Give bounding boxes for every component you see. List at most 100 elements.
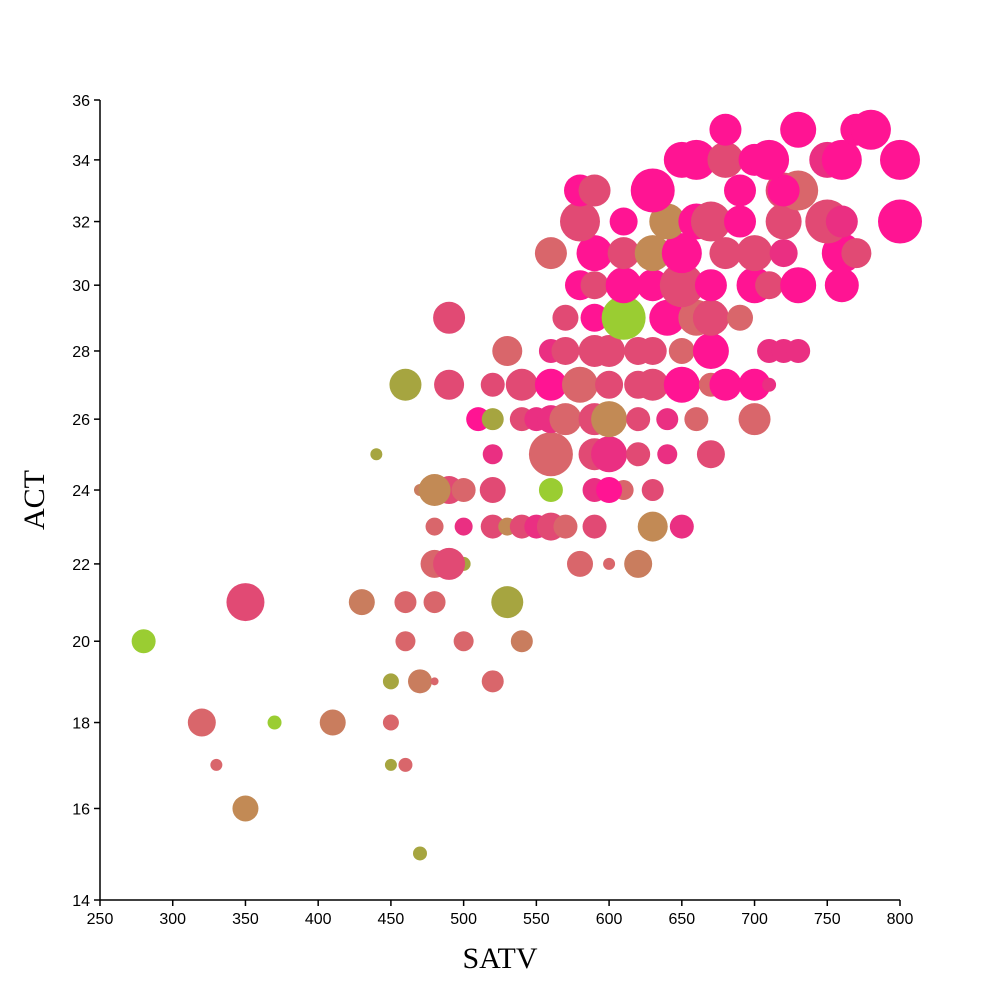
data-point — [762, 377, 777, 392]
x-tick-label: 250 — [87, 911, 114, 928]
data-point — [552, 304, 579, 331]
data-point — [596, 477, 623, 504]
data-point — [609, 207, 638, 236]
data-point — [765, 203, 802, 240]
x-tick-label: 500 — [450, 911, 477, 928]
data-point — [656, 408, 679, 431]
data-point — [425, 517, 444, 536]
data-point — [453, 631, 474, 652]
x-tick-label: 400 — [305, 911, 332, 928]
data-point — [382, 714, 399, 731]
x-tick-label: 300 — [159, 911, 186, 928]
data-point — [423, 591, 446, 614]
y-axis-title: ACT — [18, 470, 51, 530]
data-point — [786, 338, 811, 363]
data-point — [395, 631, 416, 652]
y-tick-label: 18 — [72, 716, 90, 733]
data-point — [657, 444, 678, 465]
data-point — [389, 368, 422, 401]
data-point — [560, 201, 600, 242]
x-tick-label: 650 — [668, 911, 695, 928]
y-tick-label: 30 — [72, 278, 90, 295]
data-point — [267, 715, 282, 730]
data-point — [724, 205, 756, 238]
data-point — [384, 758, 397, 771]
data-point — [880, 139, 920, 180]
data-point — [433, 301, 466, 334]
data-point — [605, 267, 642, 304]
data-point — [841, 238, 872, 269]
data-point — [709, 368, 742, 401]
data-point — [641, 479, 664, 502]
data-point — [684, 407, 709, 432]
data-point — [692, 299, 729, 336]
data-point — [480, 514, 505, 539]
data-point — [690, 201, 731, 242]
data-point — [780, 267, 817, 304]
data-point — [382, 673, 399, 690]
data-point — [482, 444, 503, 465]
data-point — [649, 203, 686, 240]
data-point — [738, 368, 771, 401]
data-point — [626, 407, 651, 432]
data-point — [481, 408, 504, 431]
y-tick-label: 32 — [72, 215, 90, 232]
x-axis-title: SATV — [462, 942, 537, 975]
x-tick-label: 450 — [378, 911, 405, 928]
y-tick-label: 36 — [72, 93, 90, 110]
data-point — [454, 517, 473, 536]
data-point — [591, 436, 628, 473]
data-point — [630, 168, 675, 213]
data-point — [738, 403, 771, 436]
data-point — [580, 271, 609, 300]
data-point — [694, 269, 727, 302]
axes: 250 300 350 400 450 500 550 600 650 700 750 800 141… — [72, 93, 913, 928]
data-point — [505, 368, 538, 401]
data-point — [709, 113, 742, 146]
data-point — [825, 205, 858, 238]
data-point — [430, 677, 439, 686]
data-point — [638, 336, 667, 365]
data-point — [603, 557, 616, 570]
data-point — [624, 549, 653, 578]
data-point — [707, 141, 744, 178]
y-axis-ticks: 14 16 18 20 22 24 26 28 30 32 34 36 — [72, 93, 100, 910]
y-tick-label: 34 — [72, 153, 90, 170]
data-point — [131, 629, 156, 654]
y-tick-label: 16 — [72, 801, 90, 818]
data-point — [601, 295, 646, 340]
data-point — [668, 337, 695, 364]
data-point — [607, 237, 640, 270]
data-point — [636, 368, 669, 401]
data-point — [226, 583, 265, 622]
data-point — [562, 366, 598, 403]
data-point — [481, 670, 504, 693]
data-point — [626, 442, 651, 467]
x-tick-label: 600 — [596, 911, 623, 928]
y-tick-label: 14 — [72, 893, 90, 910]
data-point — [451, 478, 476, 503]
data-point — [709, 237, 742, 270]
data-point — [595, 370, 624, 399]
y-tick-label: 24 — [72, 483, 90, 500]
y-tick-label: 22 — [72, 557, 90, 574]
data-point — [576, 235, 613, 272]
x-tick-label: 550 — [523, 911, 550, 928]
data-point — [433, 547, 466, 580]
y-tick-label: 26 — [72, 412, 90, 429]
y-tick-label: 28 — [72, 344, 90, 361]
data-point — [418, 474, 451, 507]
data-point — [567, 550, 593, 577]
data-point — [736, 235, 773, 272]
data-point — [187, 708, 216, 737]
points-layer — [131, 109, 922, 861]
data-point — [749, 139, 790, 180]
data-point — [878, 199, 922, 244]
data-point — [491, 586, 524, 619]
data-point — [636, 269, 669, 302]
data-point — [824, 268, 859, 303]
data-point — [676, 139, 717, 180]
data-point — [434, 369, 465, 400]
x-axis-ticks: 250 300 350 400 450 500 550 600 650 700 750 800 — [87, 900, 913, 928]
